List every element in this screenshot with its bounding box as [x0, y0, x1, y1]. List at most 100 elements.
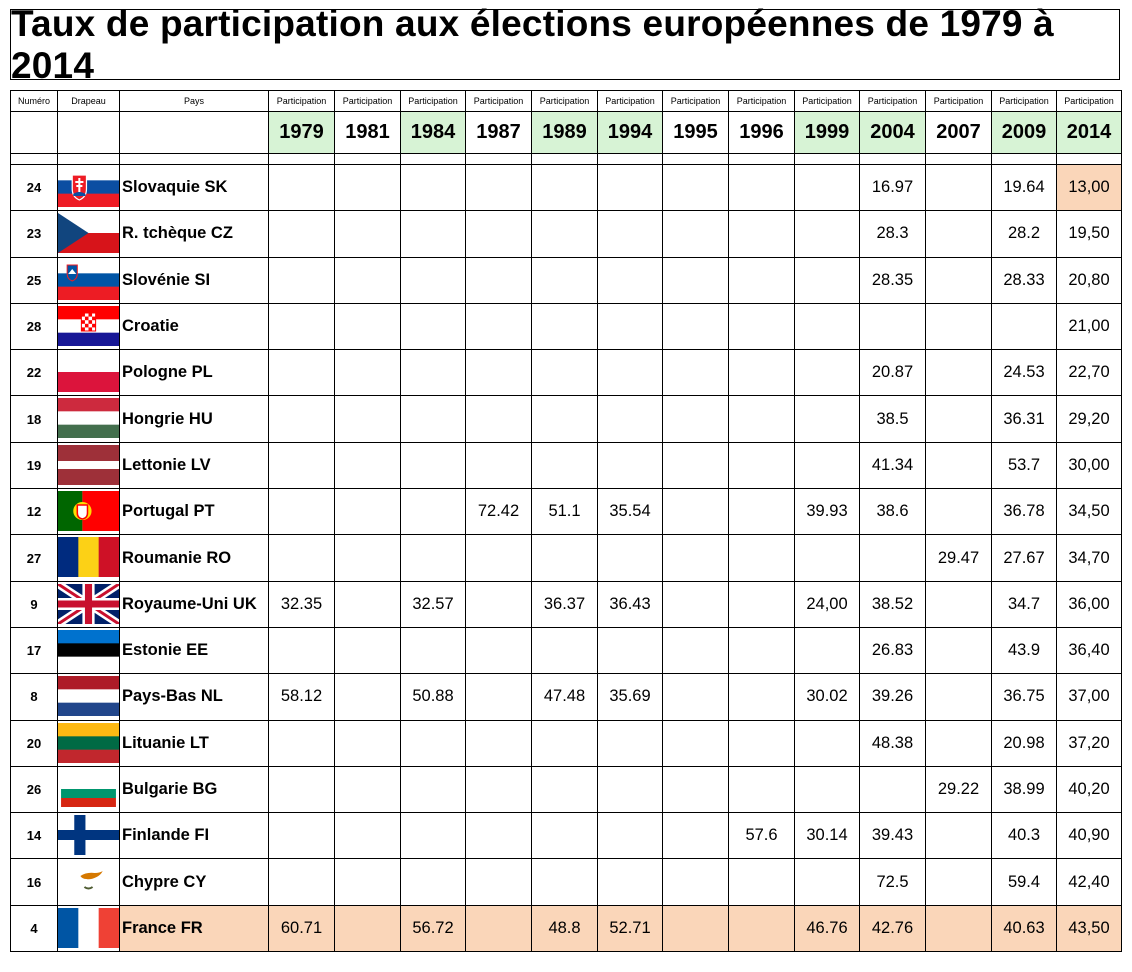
france-flag	[58, 907, 119, 948]
value-cell-2004: 28.3	[859, 210, 926, 258]
table-row: 8 Pays-Bas NL 58.12 50.88 47.48 35.69 30.02 39.…	[10, 673, 1122, 721]
value-cell-1989	[531, 812, 598, 860]
country-name: Croatie	[119, 302, 269, 351]
croatia-flag	[58, 305, 119, 346]
country-name: R. tchèque CZ	[119, 210, 269, 258]
country-name: Slovénie SI	[119, 256, 269, 304]
value-cell-1987	[465, 534, 532, 582]
table-row: 25 Slovénie SI 28.35 28.33 20,80	[10, 256, 1122, 304]
value-cell-2004	[859, 765, 926, 814]
flag-cell	[57, 719, 120, 767]
value-cell-2014: 30,00	[1056, 441, 1122, 490]
table-row: 17 Estonie EE 26.83 43.9 36,40	[10, 626, 1122, 675]
spacer-cell	[662, 153, 729, 165]
value-cell-1979	[268, 488, 335, 536]
empty-header-cell	[119, 111, 269, 154]
empty-header-cell	[57, 111, 120, 154]
value-cell-2007	[925, 626, 992, 675]
value-cell-1984	[400, 719, 466, 767]
value-cell-2014: 37,20	[1056, 719, 1122, 767]
value-cell-1987	[465, 395, 532, 443]
spacer-cell	[1056, 153, 1122, 165]
flag-cell	[57, 534, 120, 582]
value-cell-1989: 51.1	[531, 488, 598, 536]
value-cell-1994	[597, 163, 663, 212]
country-name: Portugal PT	[119, 488, 269, 536]
column-header-participation: Participation	[465, 90, 532, 112]
row-number: 27	[10, 534, 58, 582]
value-cell-1994	[597, 765, 663, 814]
value-cell-1994: 35.69	[597, 673, 663, 721]
value-cell-2014: 19,50	[1056, 210, 1122, 258]
value-cell-1994	[597, 441, 663, 490]
column-header-participation: Participation	[662, 90, 729, 112]
value-cell-1999: 30.02	[794, 673, 860, 721]
value-cell-1979	[268, 765, 335, 814]
value-cell-1999	[794, 441, 860, 490]
value-cell-1987	[465, 441, 532, 490]
value-cell-1995	[662, 441, 729, 490]
value-cell-1979	[268, 858, 335, 906]
lithuania-flag	[58, 722, 119, 763]
value-cell-1999: 30.14	[794, 812, 860, 860]
country-name: Lituanie LT	[119, 719, 269, 767]
table-row: 28 Croatie 21,00	[10, 302, 1122, 351]
value-cell-1981	[334, 256, 401, 304]
value-cell-1979: 58.12	[268, 673, 335, 721]
value-cell-2014: 40,20	[1056, 765, 1122, 814]
value-cell-1987	[465, 580, 532, 628]
value-cell-1999: 39.93	[794, 488, 860, 536]
row-number: 22	[10, 349, 58, 397]
value-cell-1987	[465, 302, 532, 351]
country-name: Bulgarie BG	[119, 765, 269, 814]
value-cell-1999	[794, 349, 860, 397]
country-name: Chypre CY	[119, 858, 269, 906]
value-cell-2009: 40.63	[991, 904, 1057, 953]
poland-flag	[58, 352, 119, 393]
column-header-participation: Participation	[859, 90, 926, 112]
value-cell-1984	[400, 349, 466, 397]
country-name: Pologne PL	[119, 349, 269, 397]
value-cell-1994	[597, 256, 663, 304]
value-cell-1981	[334, 812, 401, 860]
table-row: 12 Portugal PT 72.42 51.1 35.54 39.93 38.6 36.…	[10, 488, 1122, 536]
value-cell-2004: 48.38	[859, 719, 926, 767]
value-cell-1981	[334, 904, 401, 953]
value-cell-1979	[268, 256, 335, 304]
value-cell-2004: 72.5	[859, 858, 926, 906]
value-cell-1989	[531, 719, 598, 767]
value-cell-2004: 38.52	[859, 580, 926, 628]
value-cell-2004: 26.83	[859, 626, 926, 675]
value-cell-2009: 36.78	[991, 488, 1057, 536]
value-cell-2007	[925, 302, 992, 351]
value-cell-1984	[400, 302, 466, 351]
value-cell-2004	[859, 534, 926, 582]
year-header-1979: 1979	[268, 111, 335, 154]
value-cell-2004: 20.87	[859, 349, 926, 397]
value-cell-2007	[925, 349, 992, 397]
value-cell-1999	[794, 256, 860, 304]
value-cell-1981	[334, 534, 401, 582]
spacer-cell	[268, 153, 335, 165]
value-cell-2007: 29.47	[925, 534, 992, 582]
value-cell-1987	[465, 812, 532, 860]
value-cell-2014: 36,40	[1056, 626, 1122, 675]
flag-cell	[57, 673, 120, 721]
page-title: Taux de participation aux élections euro…	[10, 3, 1120, 86]
finland-flag	[58, 815, 119, 856]
value-cell-2007	[925, 256, 992, 304]
value-cell-2007	[925, 488, 992, 536]
value-cell-1995	[662, 163, 729, 212]
value-cell-1979	[268, 812, 335, 860]
value-cell-2009: 28.33	[991, 256, 1057, 304]
row-number: 14	[10, 812, 58, 860]
value-cell-1984	[400, 812, 466, 860]
value-cell-1987	[465, 719, 532, 767]
value-cell-2014: 20,80	[1056, 256, 1122, 304]
value-cell-1987	[465, 256, 532, 304]
table-row: 16 Chypre CY 72.5 59.4 42,40	[10, 858, 1122, 906]
united-kingdom-flag	[58, 583, 119, 624]
value-cell-2009: 24.53	[991, 349, 1057, 397]
value-cell-1996	[728, 858, 795, 906]
empty-header-cell	[10, 111, 58, 154]
